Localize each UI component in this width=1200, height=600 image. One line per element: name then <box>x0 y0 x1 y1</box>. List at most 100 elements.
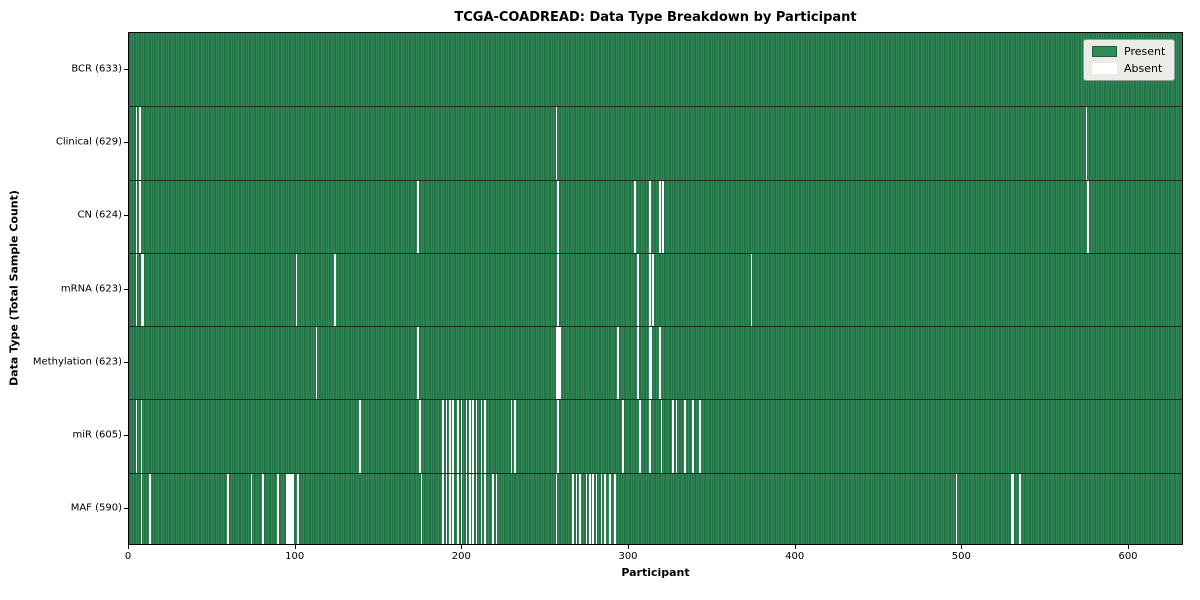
absent-stripe <box>557 327 560 400</box>
absent-stripe <box>659 180 661 253</box>
y-tick-mark <box>124 141 128 143</box>
x-tick-label-300: 300 <box>618 551 638 562</box>
x-tick-label-100: 100 <box>285 551 305 562</box>
absent-stripe <box>484 473 486 544</box>
absent-stripe <box>659 327 661 400</box>
absent-stripe <box>250 473 253 544</box>
row-band-methylation <box>129 326 1182 400</box>
x-tick-mark <box>628 545 629 549</box>
absent-stripe <box>135 107 138 180</box>
absent-stripe <box>684 400 686 473</box>
legend-entry-absent: Absent <box>1092 62 1166 75</box>
plot-area <box>128 32 1183 545</box>
absent-stripe <box>675 400 678 473</box>
x-tick-label-400: 400 <box>785 551 805 562</box>
absent-stripe <box>750 253 753 327</box>
absent-stripe <box>442 400 445 473</box>
absent-stripe <box>634 180 636 253</box>
absent-stripe <box>445 400 448 473</box>
absent-stripe <box>460 473 463 544</box>
absent-stripe <box>315 327 318 400</box>
absent-stripe <box>469 400 471 473</box>
absent-stripe <box>622 400 625 473</box>
absent-stripe <box>290 473 293 544</box>
absent-stripe <box>492 473 495 544</box>
absent-stripe <box>555 473 558 544</box>
y-tick-mark <box>124 508 128 510</box>
absent-stripe <box>472 473 475 544</box>
absent-stripe <box>135 180 138 253</box>
absent-stripe <box>555 107 558 180</box>
y-tick-label-methylation: Methylation (623) <box>32 356 122 368</box>
absent-stripe <box>555 327 558 400</box>
y-tick-label-mir: miR (605) <box>72 429 122 441</box>
legend-entry-present: Present <box>1092 45 1166 58</box>
y-tick-label-clinical: Clinical (629) <box>55 136 122 148</box>
y-tick-mark <box>124 361 128 363</box>
absent-stripe <box>292 473 295 544</box>
absent-stripe <box>649 400 651 473</box>
row-band-maf <box>129 472 1182 544</box>
absent-stripe <box>135 253 138 327</box>
row-band-cn <box>129 179 1182 253</box>
absent-stripe <box>289 473 291 544</box>
absent-stripe <box>495 473 498 544</box>
present-swatch-icon <box>1092 46 1117 57</box>
absent-stripe <box>419 400 421 473</box>
y-tick-mark <box>124 288 128 290</box>
absent-stripe <box>135 400 138 473</box>
absent-stripe <box>1019 473 1021 544</box>
absent-stripe <box>227 473 230 544</box>
x-tick-mark <box>128 545 129 549</box>
absent-stripe <box>449 473 451 544</box>
absent-stripe <box>585 473 588 544</box>
legend-label-present: Present <box>1124 45 1166 58</box>
absent-stripe <box>514 400 516 473</box>
absent-stripe <box>557 400 560 473</box>
y-tick-label-cn: CN (624) <box>77 209 122 221</box>
absent-stripe <box>1087 180 1090 253</box>
absent-stripe <box>449 400 451 473</box>
absent-stripe <box>595 473 598 544</box>
absent-stripe <box>457 400 460 473</box>
absent-stripe <box>445 473 448 544</box>
y-tick-label-mrna: mRNA (623) <box>60 283 122 294</box>
absent-stripe <box>1012 473 1015 544</box>
absent-stripe <box>1010 473 1013 544</box>
absent-stripe <box>139 180 141 253</box>
absent-stripe <box>579 473 581 544</box>
absent-stripe <box>559 327 561 400</box>
absent-stripe <box>442 473 445 544</box>
absent-stripe <box>557 253 560 327</box>
absent-stripe <box>359 400 361 473</box>
absent-stripe <box>572 473 575 544</box>
absent-stripe <box>649 327 651 400</box>
absent-stripe <box>460 400 463 473</box>
absent-stripe <box>140 473 143 544</box>
absent-swatch-icon <box>1092 63 1117 74</box>
absent-stripe <box>609 473 611 544</box>
absent-stripe <box>955 473 958 544</box>
absent-stripe <box>649 180 651 253</box>
absent-stripe <box>457 473 460 544</box>
x-tick-label-500: 500 <box>951 551 971 562</box>
absent-stripe <box>639 400 641 473</box>
absent-stripe <box>295 253 298 327</box>
absent-stripe <box>262 473 265 544</box>
y-tick-mark <box>124 68 128 70</box>
absent-stripe <box>592 473 595 544</box>
absent-stripe <box>649 253 651 327</box>
absent-stripe <box>510 400 513 473</box>
absent-stripe <box>149 473 151 544</box>
absent-stripe <box>637 253 640 327</box>
absent-stripe <box>475 473 478 544</box>
absent-stripe <box>480 473 483 544</box>
absent-stripe <box>1085 107 1088 180</box>
row-band-mir <box>129 399 1182 473</box>
row-band-mrna <box>129 252 1182 327</box>
x-tick-mark <box>461 545 463 549</box>
x-tick-label-600: 600 <box>1118 551 1138 562</box>
row-band-bcr <box>129 33 1182 107</box>
absent-stripe <box>142 253 145 327</box>
